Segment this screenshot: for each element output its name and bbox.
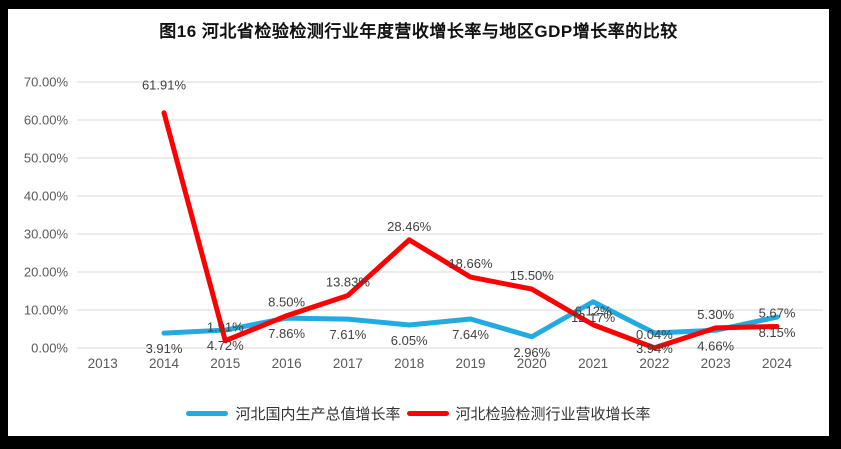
x-axis-tick-label: 2018 xyxy=(394,356,424,371)
x-axis-tick-label: 2015 xyxy=(210,356,240,371)
y-axis-tick-label: 70.00% xyxy=(24,75,69,90)
data-label: 5.67% xyxy=(759,305,796,320)
legend-swatch-revenue-line xyxy=(406,411,449,416)
data-label: 61.91% xyxy=(142,78,187,93)
data-label: 7.64% xyxy=(452,327,489,342)
series-line-1 xyxy=(161,110,780,351)
x-axis-tick-label: 2019 xyxy=(455,356,485,371)
data-label: 3.91% xyxy=(146,341,183,356)
line-chart: 0.00% 10.00% 20.00% 30.00% 40.00% 50.00% 60.00… xyxy=(24,75,823,371)
legend-swatch-gdp-line xyxy=(186,411,229,416)
data-label: 4.72% xyxy=(207,338,244,353)
y-axis-tick-label: 20.00% xyxy=(24,265,69,280)
data-label: 28.46% xyxy=(387,219,432,234)
chart-title: 图16 河北省检验检测行业年度营收增长率与地区GDP增长率的比较 xyxy=(159,22,678,41)
x-axis-tick-label: 2023 xyxy=(701,356,731,371)
data-label: 7.61% xyxy=(329,327,366,342)
x-axis-tick-label: 2017 xyxy=(333,356,363,371)
data-label: 12.17% xyxy=(571,310,616,325)
data-label: 6.12% xyxy=(575,304,612,319)
legend-label-gdp: 河北国内生产总值增长率 xyxy=(235,406,401,423)
data-label: 0.04% xyxy=(636,327,673,342)
data-label: 18.66% xyxy=(448,256,493,271)
y-axis-tick-label: 10.00% xyxy=(24,303,69,318)
data-label: 7.86% xyxy=(268,326,305,341)
data-label: 8.50% xyxy=(268,295,305,310)
x-axis-tick-label: 2014 xyxy=(149,356,180,371)
x-axis-tick-label: 2024 xyxy=(762,356,793,371)
data-label: 8.15% xyxy=(759,325,796,340)
y-axis-tick-label: 0.00% xyxy=(31,341,68,356)
data-label: 1.91% xyxy=(207,320,244,335)
y-axis-tick-label: 40.00% xyxy=(24,189,69,204)
legend: 河北国内生产总值增长率 河北检验检测行业营收增长率 xyxy=(8,403,829,424)
y-axis-tick-label: 50.00% xyxy=(24,151,69,166)
x-axis-tick-label: 2021 xyxy=(578,356,608,371)
x-axis-tick-label: 2013 xyxy=(88,356,118,371)
data-label: 4.66% xyxy=(697,338,734,353)
x-axis-tick-label: 2020 xyxy=(517,356,547,371)
y-axis-tick-label: 30.00% xyxy=(24,227,69,242)
data-label: 2.96% xyxy=(513,345,550,360)
data-label: 13.83% xyxy=(326,274,371,289)
data-label: 5.30% xyxy=(697,307,734,322)
legend-item-revenue: 河北检验检测行业营收增长率 xyxy=(406,403,651,424)
legend-label-revenue: 河北检验检测行业营收增长率 xyxy=(455,406,651,423)
data-label: 6.05% xyxy=(391,333,428,348)
x-axis-tick-label: 2022 xyxy=(639,356,669,371)
data-label: 15.50% xyxy=(510,268,555,283)
legend-item-gdp: 河北国内生产总值增长率 xyxy=(186,403,401,424)
y-axis-tick-label: 60.00% xyxy=(24,113,69,128)
x-axis-tick-label: 2016 xyxy=(272,356,302,371)
data-label: 3.94% xyxy=(636,341,673,356)
